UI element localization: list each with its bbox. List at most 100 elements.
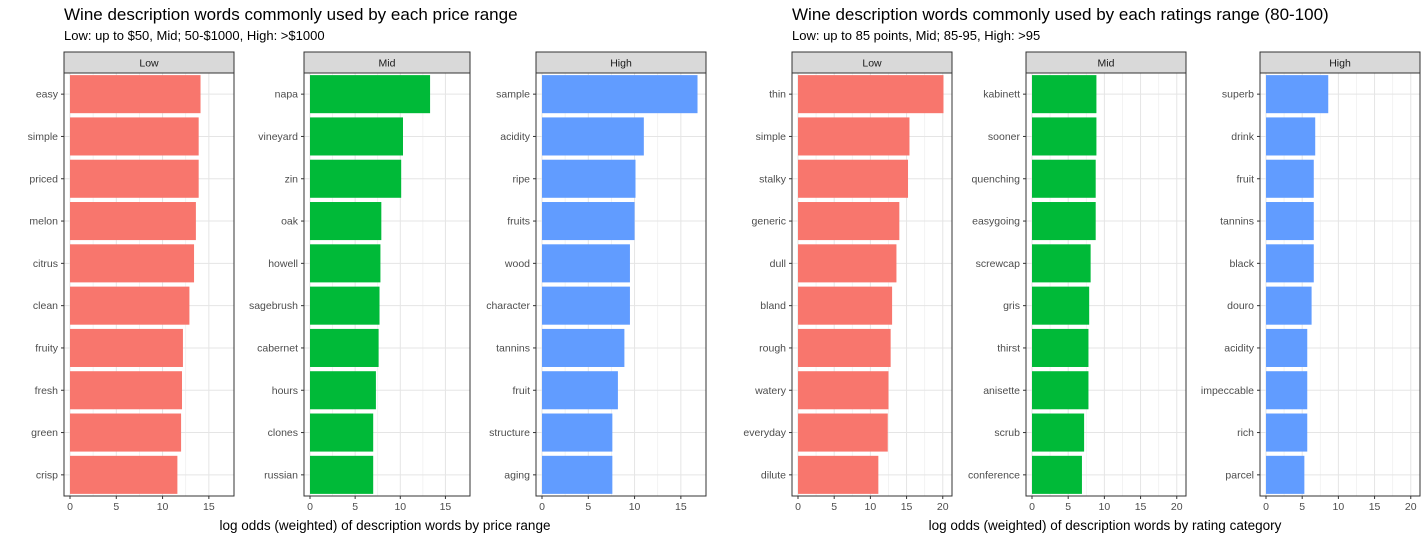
category-label: vineyard [258,131,298,143]
facet-panel-high: High superb drink fruit tannins black douro aci… [1201,51,1421,513]
bar-watery [798,371,889,410]
bar-conference [1032,455,1082,494]
category-label: priced [29,173,58,185]
category-label: dull [770,258,786,270]
bar-ripe [542,159,636,198]
x-tick-label: 15 [440,501,452,513]
category-label: sample [496,89,530,101]
bar-rough [798,328,891,367]
facet-panel-low: Low easy simple priced melon citrus clean fruit… [28,51,235,513]
panel-border [303,72,471,497]
x-tick-label: 20 [937,501,949,513]
x-tick-label: 15 [1369,501,1381,513]
bar-superb [1266,75,1329,114]
bar-vineyard [310,117,403,156]
x-tick-label: 0 [307,501,313,513]
x-tick-label: 0 [795,501,801,513]
x-tick-label: 5 [831,501,837,513]
bar-russian [310,455,374,494]
bar-clean [70,286,190,325]
bar-aging [542,455,613,494]
category-label: melon [29,216,58,228]
bar-scrub [1032,413,1085,452]
category-label: easy [36,89,59,101]
category-label: structure [489,427,530,439]
bar-fresh [70,371,183,410]
x-tick-label: 0 [1263,501,1269,513]
bar-rich [1266,413,1308,452]
category-label: tannins [496,342,530,354]
category-label: thirst [997,342,1020,354]
x-tick-label: 5 [113,501,119,513]
bar-black [1266,244,1314,283]
category-label: thin [769,89,786,101]
category-label: black [1229,258,1254,270]
bar-structure [542,413,613,452]
bar-generic [798,202,900,241]
x-tick-label: 10 [1333,501,1345,513]
category-label: bland [760,300,786,312]
category-label: tannins [1220,216,1254,228]
bar-oak [310,202,382,241]
bar-tannins [542,328,625,367]
bar-cabernet [310,328,379,367]
category-label: oak [281,216,299,228]
chart-subtitle: Low: up to $50, Mid; 50-$1000, High: >$1… [64,28,325,43]
category-label: screwcap [976,258,1021,270]
bar-fruit [1266,159,1314,198]
bar-fruity [70,328,183,367]
bar-tannins [1266,202,1314,241]
category-label: hours [272,385,298,397]
bar-acidity [1266,328,1308,367]
category-label: fruit [512,385,530,397]
bar-melon [70,202,196,241]
facet-panel-high: High sample acidity ripe fruits wood character… [486,51,707,513]
category-label: russian [264,469,298,481]
facet-strip-label: Mid [1098,58,1115,70]
bar-easygoing [1032,202,1096,241]
bar-stalky [798,159,909,198]
category-label: wood [504,258,530,270]
category-label: drink [1231,131,1255,143]
bar-everyday [798,413,888,452]
category-label: crisp [36,469,58,481]
bar-easy [70,75,201,114]
category-label: cabernet [257,342,298,354]
bar-simple [70,117,199,156]
bar-douro [1266,286,1312,325]
bar-fruits [542,202,635,241]
bar-napa [310,75,431,114]
category-label: rich [1237,427,1254,439]
bar-dull [798,244,897,283]
x-axis-title: log odds (weighted) of description words… [220,518,551,533]
panel-border [1025,72,1187,497]
category-label: gris [1003,300,1020,312]
facet-panel-low: Low thin simple stalky generic dull bland rough… [743,51,953,513]
facet-strip-label: Mid [379,58,396,70]
bar-green [70,413,182,452]
category-label: simple [28,131,59,143]
bar-sagebrush [310,286,380,325]
category-label: aging [504,469,530,481]
chart-1: Wine description words commonly used by … [28,5,707,533]
category-label: acidity [500,131,531,143]
category-label: rough [759,342,786,354]
category-label: dilute [761,469,786,481]
category-label: ripe [512,173,530,185]
x-tick-label: 20 [1171,501,1183,513]
category-label: clean [33,300,58,312]
bar-thin [798,75,944,114]
panel-border [1259,72,1421,497]
category-label: everyday [743,427,786,439]
bar-dilute [798,455,879,494]
bar-wood [542,244,630,283]
bar-impeccable [1266,371,1308,410]
chart-title: Wine description words commonly used by … [792,5,1329,24]
category-label: sooner [988,131,1021,143]
bar-kabinett [1032,75,1097,114]
category-label: kabinett [983,89,1020,101]
bar-quenching [1032,159,1096,198]
bar-acidity [542,117,644,156]
facet-strip-label: Low [862,58,882,70]
